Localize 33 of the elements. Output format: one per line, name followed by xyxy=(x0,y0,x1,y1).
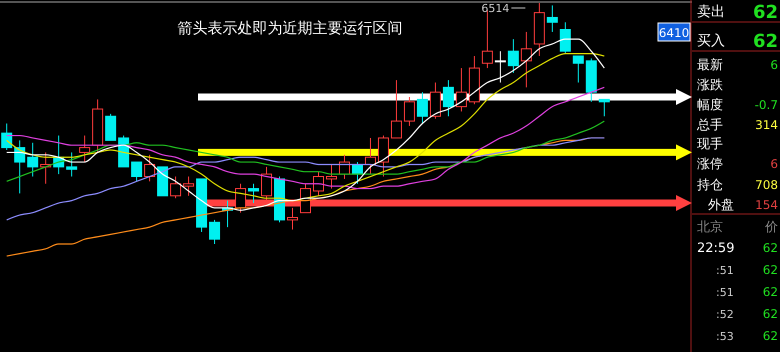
text: :51 xyxy=(716,286,734,299)
text: 买入 xyxy=(697,33,725,49)
text: -0.7 xyxy=(754,98,778,112)
text: 持仓 xyxy=(697,178,723,193)
text: 最新 xyxy=(697,58,723,73)
text: 6 xyxy=(770,58,778,72)
text: 箭头表示处即为近期主要运行区间 xyxy=(178,19,402,37)
text: 价 xyxy=(764,220,778,235)
text: :52 xyxy=(716,308,734,321)
text: :51 xyxy=(716,264,734,277)
text: 幅度 xyxy=(697,97,723,113)
text: 6 xyxy=(770,157,778,171)
text: 62 xyxy=(762,263,778,277)
text: 62 xyxy=(762,307,778,321)
text: 62 xyxy=(762,285,778,299)
text: 6410 xyxy=(658,26,690,40)
text: 北京 xyxy=(697,220,723,235)
text: 314 xyxy=(755,118,778,132)
text: 154 xyxy=(755,198,778,212)
text: :53 xyxy=(716,330,734,343)
text: 62 xyxy=(762,329,778,343)
text: 总手 xyxy=(696,118,723,133)
text: 涨停 xyxy=(697,157,723,172)
annotation: 6514 xyxy=(481,2,510,15)
text: 外盘 xyxy=(708,198,734,213)
text: 22:59 xyxy=(697,241,734,256)
text: 现手 xyxy=(697,137,723,152)
text: 涨跌 xyxy=(697,78,723,93)
text: 62 xyxy=(752,2,778,23)
text: 62 xyxy=(762,241,778,255)
text: 62 xyxy=(752,31,778,52)
text: 708 xyxy=(755,178,778,192)
text: 卖出 xyxy=(697,4,725,20)
